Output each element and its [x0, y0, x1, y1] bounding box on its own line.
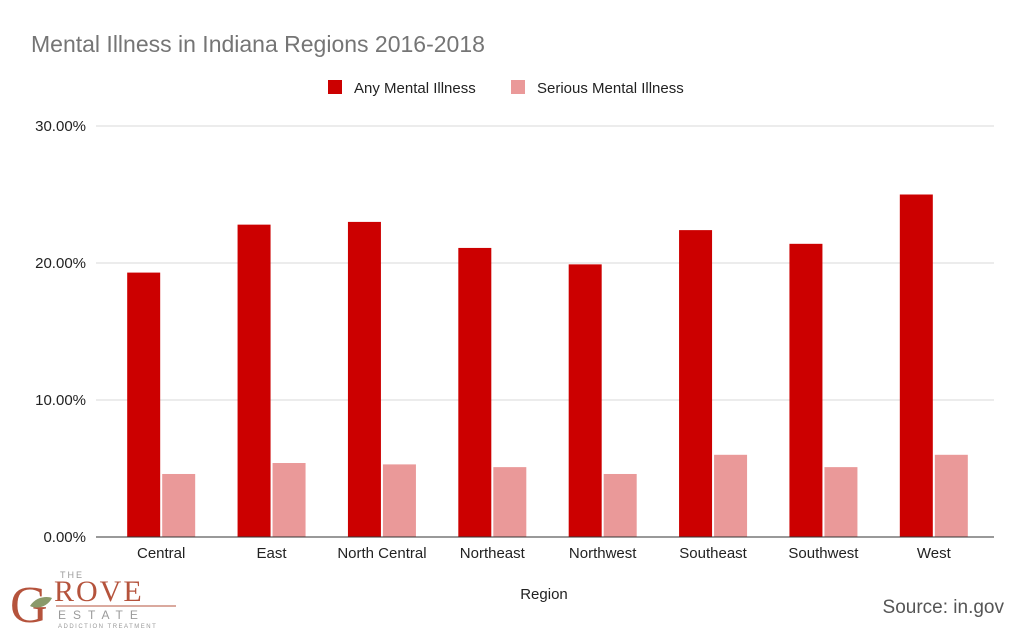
bar-any-mental-illness — [347, 221, 381, 537]
logo-tagline: ADDICTION TREATMENT — [58, 624, 157, 630]
chart-title: Mental Illness in Indiana Regions 2016-2… — [31, 31, 485, 57]
bar-serious-mental-illness — [603, 473, 637, 537]
legend-swatch-any — [328, 80, 342, 94]
bar-serious-mental-illness — [714, 454, 748, 537]
logo-the: THE — [60, 570, 84, 580]
logo-rove: ROVE — [54, 575, 144, 608]
bar-any-mental-illness — [679, 230, 713, 537]
bar-serious-mental-illness — [934, 454, 968, 537]
y-tick-label: 10.00% — [35, 392, 86, 409]
x-tick-label: Central — [137, 545, 185, 562]
legend: Any Mental Illness Serious Mental Illnes… — [328, 80, 684, 97]
leaf-icon — [30, 596, 52, 608]
x-tick-label: Northwest — [569, 545, 637, 562]
bar-serious-mental-illness — [493, 467, 527, 537]
bar-any-mental-illness — [127, 272, 161, 537]
grove-estate-logo: THE G ROVE ESTATE ADDICTION TREATMENT — [10, 570, 176, 632]
source-note: Source: in.gov — [883, 597, 1005, 618]
x-tick-label: West — [917, 545, 952, 562]
bar-any-mental-illness — [568, 264, 602, 537]
y-tick-label: 30.00% — [35, 118, 86, 135]
y-tick-label: 20.00% — [35, 255, 86, 272]
legend-label-serious: Serious Mental Illness — [537, 80, 684, 97]
bar-serious-mental-illness — [824, 467, 858, 537]
x-tick-label: East — [257, 545, 288, 562]
bar-serious-mental-illness — [162, 473, 196, 537]
y-axis-ticks: 0.00% 10.00% 20.00% 30.00% — [35, 118, 86, 546]
x-axis-title: Region — [520, 586, 568, 603]
bar-any-mental-illness — [789, 243, 823, 537]
x-tick-label: Northeast — [460, 545, 526, 562]
bar-any-mental-illness — [237, 224, 271, 537]
bars — [127, 194, 968, 537]
logo-estate: ESTATE — [58, 608, 145, 622]
x-axis-ticks: Central East North Central Northeast Northwe… — [137, 545, 952, 562]
legend-label-any: Any Mental Illness — [354, 80, 476, 97]
bar-any-mental-illness — [458, 247, 492, 537]
x-tick-label: Southwest — [788, 545, 859, 562]
bar-serious-mental-illness — [272, 463, 306, 537]
gridlines — [96, 125, 994, 401]
bar-any-mental-illness — [899, 194, 933, 537]
bar-serious-mental-illness — [382, 464, 416, 537]
legend-swatch-serious — [511, 80, 525, 94]
y-tick-label: 0.00% — [43, 529, 86, 546]
x-tick-label: North Central — [337, 545, 426, 562]
x-tick-label: Southeast — [679, 545, 747, 562]
